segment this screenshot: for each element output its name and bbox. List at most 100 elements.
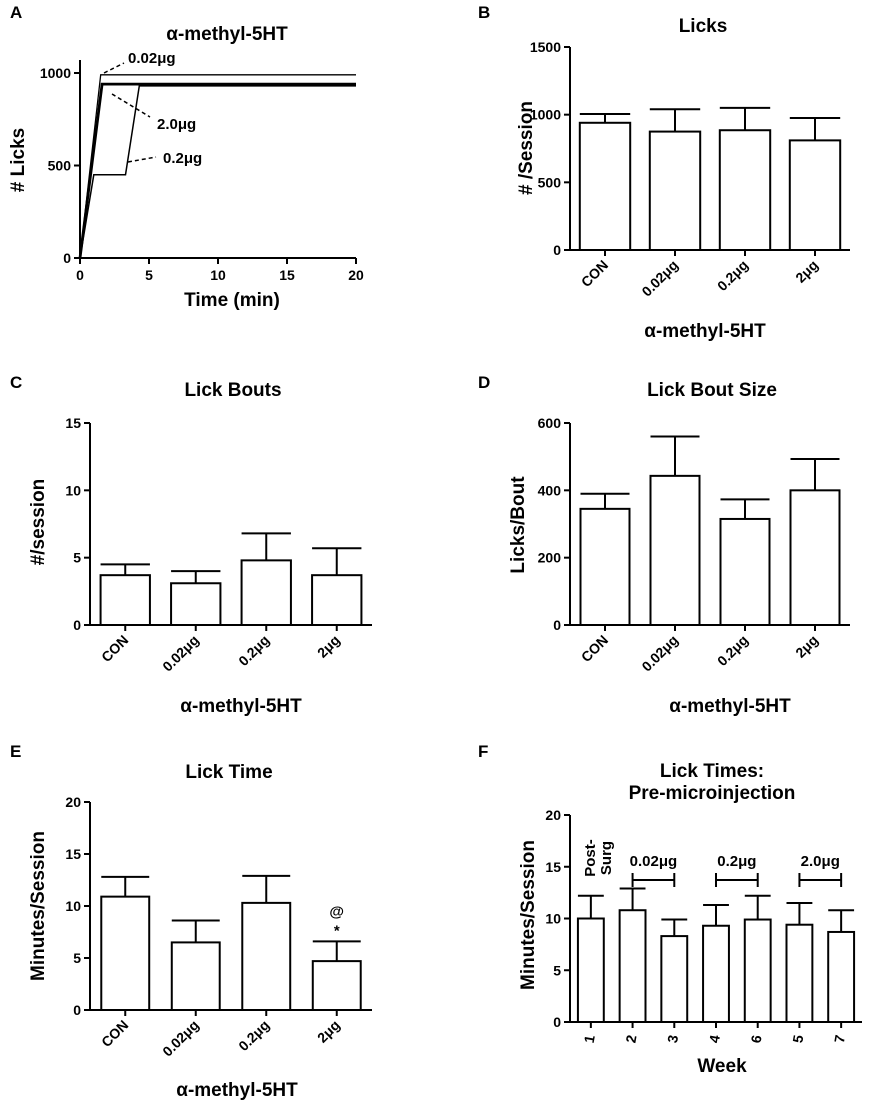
panel-f-x-tick-label: 3 xyxy=(664,1034,681,1045)
panel-f-x-tick-label: 6 xyxy=(748,1034,765,1045)
panel-f-subtitle: Pre-microinjection xyxy=(629,783,796,804)
panel-a-series-line xyxy=(78,82,356,259)
panel-c-x-tick-label: 2μg xyxy=(314,632,343,661)
panel-f-bar xyxy=(618,909,647,1023)
panel-f-bar xyxy=(827,930,856,1024)
panel-d-bar xyxy=(789,489,841,627)
panel-a-x-tick-label: 10 xyxy=(210,267,226,283)
panel-letter-e: E xyxy=(10,742,21,761)
panel-f-bracket-label: 2.0μg xyxy=(801,853,840,870)
panel-c-x-tick-label: CON xyxy=(98,632,131,665)
panel-f-title: Lick Times: xyxy=(660,761,764,782)
panel-a-series-line xyxy=(79,85,356,259)
panel-f-y-tick-label: 0 xyxy=(553,1014,561,1030)
panel-c-y-tick-label: 15 xyxy=(65,415,81,431)
panel-f-bar xyxy=(785,923,814,1024)
panel-c-bar xyxy=(99,574,151,627)
panel-letter-f: F xyxy=(478,742,488,761)
panel-f-x-axis-label: Week xyxy=(697,1056,747,1077)
panel-e-y-tick-label: 10 xyxy=(65,898,81,914)
panel-e-y-tick-label: 0 xyxy=(73,1002,81,1018)
panel-f-bar xyxy=(743,918,772,1023)
panel-f-y-axis-label: Minutes/Session xyxy=(518,840,539,990)
panel-f-bracket-label: 0.02μg xyxy=(630,853,678,870)
panel-b-x-axis-label: α-methyl-5HT xyxy=(644,321,766,342)
panel-d-x-tick-label: CON xyxy=(578,632,611,665)
panel-d-x-axis-label: α-methyl-5HT xyxy=(669,696,791,717)
panel-e-title: Lick Time xyxy=(185,762,272,783)
panel-c-y-tick-label: 5 xyxy=(73,550,81,566)
panel-e-x-tick-label: 0.2μg xyxy=(235,1017,272,1054)
panel-c-x-tick-label: 0.02μg xyxy=(159,632,202,675)
panel-b-x-tick-label: 2μg xyxy=(792,257,821,286)
panel-f-x-tick-label: 7 xyxy=(831,1034,848,1045)
panel-f-bar xyxy=(702,924,730,1023)
panel-a-annotation: 2.0μg xyxy=(157,116,196,133)
panel-c-bar xyxy=(311,574,363,627)
panel-d-bar xyxy=(649,474,701,626)
panel-f-x-tick-label: 2 xyxy=(622,1034,639,1045)
panel-a-series-line xyxy=(79,74,356,259)
panel-d-x-tick-label: 0.2μg xyxy=(714,632,751,669)
panel-letter-d: D xyxy=(478,373,490,392)
panel-letter-c: C xyxy=(10,373,22,392)
panel-b-bar-chart: Licks 0 500 1000 1500 CON 0.02μg 0.2μg 2μg α-meth… xyxy=(516,16,850,342)
panel-b-bar xyxy=(648,130,702,251)
panel-e-x-tick-label: 0.02μg xyxy=(159,1017,202,1060)
panel-d-y-tick-label: 200 xyxy=(538,550,562,566)
panel-b-x-tick-label: CON xyxy=(578,257,611,290)
panel-b-x-tick-label: 0.02μg xyxy=(638,257,681,300)
panel-f-annotation-surg: Surg xyxy=(598,841,615,875)
panel-c-x-axis-label: α-methyl-5HT xyxy=(180,696,302,717)
panel-f-y-tick-label: 15 xyxy=(545,859,561,875)
panel-e-significance-at: @ xyxy=(329,903,344,920)
panel-b-bar xyxy=(578,121,632,251)
panel-a-leader-line xyxy=(103,62,125,74)
panel-f-annotation-post: Post- xyxy=(582,839,599,877)
panel-f-x-tick-label: 1 xyxy=(581,1034,598,1045)
panel-d-title: Lick Bout Size xyxy=(647,380,777,401)
panel-f-bar xyxy=(660,935,689,1023)
panel-d-y-axis-label: Licks/Bout xyxy=(508,476,529,574)
panel-b-y-tick-label: 0 xyxy=(553,242,561,258)
panel-e-y-tick-label: 5 xyxy=(73,950,81,966)
panel-b-bar xyxy=(718,129,772,251)
panel-f-y-tick-label: 20 xyxy=(545,807,561,823)
panel-a-x-axis-label: Time (min) xyxy=(184,290,280,311)
panel-c-y-tick-label: 10 xyxy=(65,482,81,498)
panel-f-x-tick-label: 4 xyxy=(706,1034,723,1045)
panel-d-y-tick-label: 0 xyxy=(553,617,561,633)
panel-f-bracket-label: 0.2μg xyxy=(717,853,756,870)
panel-d-y-tick-label: 400 xyxy=(538,482,562,498)
panel-c-x-tick-label: 0.2μg xyxy=(235,632,272,669)
panel-a-line-chart: α-methyl-5HT 0 500 1000 0 5 10 15 20 0.02μg 2.0μg 0… xyxy=(8,24,364,311)
panel-c-y-tick-label: 0 xyxy=(73,617,81,633)
panel-a-x-tick-label: 5 xyxy=(145,267,153,283)
panel-a-leader-line xyxy=(111,93,151,118)
panel-e-bar xyxy=(170,941,221,1012)
panel-b-y-axis-label: # /Session xyxy=(516,101,537,195)
panel-a-y-tick-label: 500 xyxy=(48,158,72,174)
panel-b-y-tick-label: 500 xyxy=(538,174,562,190)
panel-d-y-tick-label: 600 xyxy=(538,415,562,431)
panel-a-y-tick-label: 1000 xyxy=(40,65,71,81)
panel-a-x-tick-label: 0 xyxy=(76,267,84,283)
panel-letter-b: B xyxy=(478,3,490,22)
panel-a-y-axis-label: # Licks xyxy=(8,128,29,192)
panel-e-bar xyxy=(241,901,292,1012)
panel-d-bar-chart: Lick Bout Size 0 200 400 600 CON 0.02μg 0.2μg 2μ… xyxy=(508,380,850,717)
panel-a-x-tick-label: 20 xyxy=(348,267,364,283)
panel-d-bar xyxy=(579,507,631,627)
panel-e-x-tick-label: CON xyxy=(98,1017,131,1050)
panel-d-bar xyxy=(719,517,771,627)
panel-f-bar xyxy=(576,917,605,1023)
panel-c-y-axis-label: #/session xyxy=(28,479,49,566)
panel-a-annotation: 0.2μg xyxy=(163,150,202,167)
panel-f-y-tick-label: 5 xyxy=(553,962,561,978)
panel-e-y-tick-label: 20 xyxy=(65,794,81,810)
panel-a-y-tick-label: 0 xyxy=(63,250,71,266)
panel-c-title: Lick Bouts xyxy=(184,380,281,401)
panel-e-bar xyxy=(100,895,151,1012)
panel-c-bar-chart: Lick Bouts 0 5 10 15 CON 0.02μg 0.2μg 2μg α-methy… xyxy=(28,380,372,717)
panel-c-bar xyxy=(170,582,222,627)
